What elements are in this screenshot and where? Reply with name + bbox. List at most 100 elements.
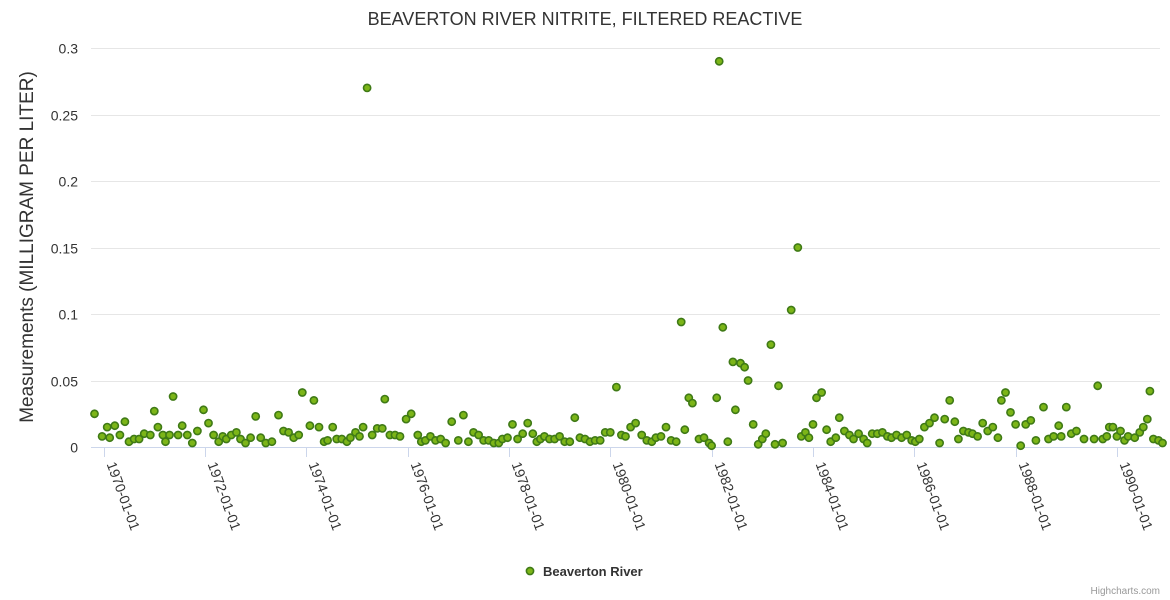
data-point[interactable] [1108,422,1118,432]
data-point[interactable] [656,431,666,441]
data-point[interactable] [503,433,512,443]
data-point[interactable] [165,430,174,440]
data-point[interactable] [134,434,144,444]
data-point[interactable] [1158,438,1167,448]
data-point[interactable] [1011,419,1020,429]
data-point[interactable] [401,414,411,424]
data-point[interactable] [671,437,681,447]
data-point[interactable] [1049,431,1058,441]
data-point[interactable] [748,419,758,429]
data-point[interactable] [367,430,377,440]
data-point[interactable] [453,435,463,445]
data-point[interactable] [1130,433,1140,443]
legend-item-beaverton-river[interactable]: Beaverton River [543,564,643,579]
data-point[interactable] [199,405,208,415]
data-point[interactable] [355,431,364,441]
data-point[interactable] [463,437,473,447]
data-point[interactable] [458,410,468,420]
data-point[interactable] [774,381,783,391]
data-point[interactable] [565,437,575,447]
data-point[interactable] [930,413,939,423]
data-point[interactable] [110,421,120,431]
data-point[interactable] [945,395,955,405]
data-point[interactable] [743,376,753,385]
data-point[interactable] [595,435,605,445]
data-point[interactable] [793,243,803,252]
data-point[interactable] [1061,402,1071,412]
data-point[interactable] [786,305,796,315]
data-point[interactable] [914,434,924,444]
data-point[interactable] [267,437,277,447]
data-point[interactable] [513,434,522,444]
data-point[interactable] [120,417,130,427]
data-point[interactable] [712,393,722,403]
series-beaverton-river[interactable] [90,56,1167,451]
data-point[interactable] [145,430,155,440]
data-point[interactable] [1056,431,1066,441]
data-point[interactable] [1016,441,1026,451]
data-point[interactable] [102,422,112,432]
data-point[interactable] [834,413,844,423]
data-point[interactable] [294,430,304,440]
data-point[interactable] [1138,422,1148,432]
data-point[interactable] [718,322,728,332]
data-point[interactable] [766,340,776,349]
data-point[interactable] [1145,386,1155,396]
data-point[interactable] [274,410,283,420]
data-point[interactable] [441,438,450,448]
data-point[interactable] [1102,431,1112,441]
data-point[interactable] [993,433,1003,443]
data-point[interactable] [192,426,202,436]
data-point[interactable] [518,429,528,439]
data-point[interactable] [115,430,125,440]
data-point[interactable] [380,394,390,404]
data-point[interactable] [204,418,213,428]
data-point[interactable] [309,395,319,405]
data-point[interactable] [90,409,99,419]
data-point[interactable] [997,395,1006,405]
data-point[interactable] [508,419,517,429]
data-point[interactable] [97,431,107,441]
data-point[interactable] [778,438,787,448]
data-point[interactable] [314,422,324,432]
data-point[interactable] [173,430,183,440]
data-point[interactable] [241,438,250,448]
data-point[interactable] [1142,414,1152,424]
data-point[interactable] [808,419,818,429]
data-point[interactable] [149,406,159,416]
data-point[interactable] [1001,388,1010,397]
data-point[interactable] [105,433,115,443]
data-point[interactable] [950,417,960,427]
data-point[interactable] [395,431,405,441]
data-point[interactable] [1039,402,1048,412]
data-point[interactable] [406,409,416,419]
data-point[interactable] [153,422,163,432]
data-point[interactable] [1026,415,1036,425]
data-point[interactable] [605,427,615,437]
data-point[interactable] [231,427,241,437]
data-point[interactable] [728,357,738,367]
data-point[interactable] [256,433,266,443]
data-point[interactable] [1116,426,1125,436]
data-point[interactable] [954,434,963,444]
data-point[interactable] [345,433,355,443]
data-point[interactable] [699,433,709,443]
data-point[interactable] [323,435,332,445]
data-point[interactable] [740,362,749,372]
data-point[interactable] [973,431,982,441]
data-point[interactable] [935,438,944,448]
data-point[interactable] [168,392,178,401]
data-point[interactable] [246,433,255,443]
data-point[interactable] [621,431,630,441]
data-point[interactable] [523,418,533,428]
data-point[interactable] [854,429,863,439]
data-point[interactable] [817,388,826,397]
data-point[interactable] [362,83,372,93]
data-point[interactable] [831,433,841,443]
data-point[interactable] [612,382,621,392]
data-point[interactable] [902,430,912,440]
data-point[interactable] [822,425,831,435]
data-point[interactable] [1079,434,1089,444]
data-point[interactable] [413,430,423,440]
data-point[interactable] [714,56,724,66]
